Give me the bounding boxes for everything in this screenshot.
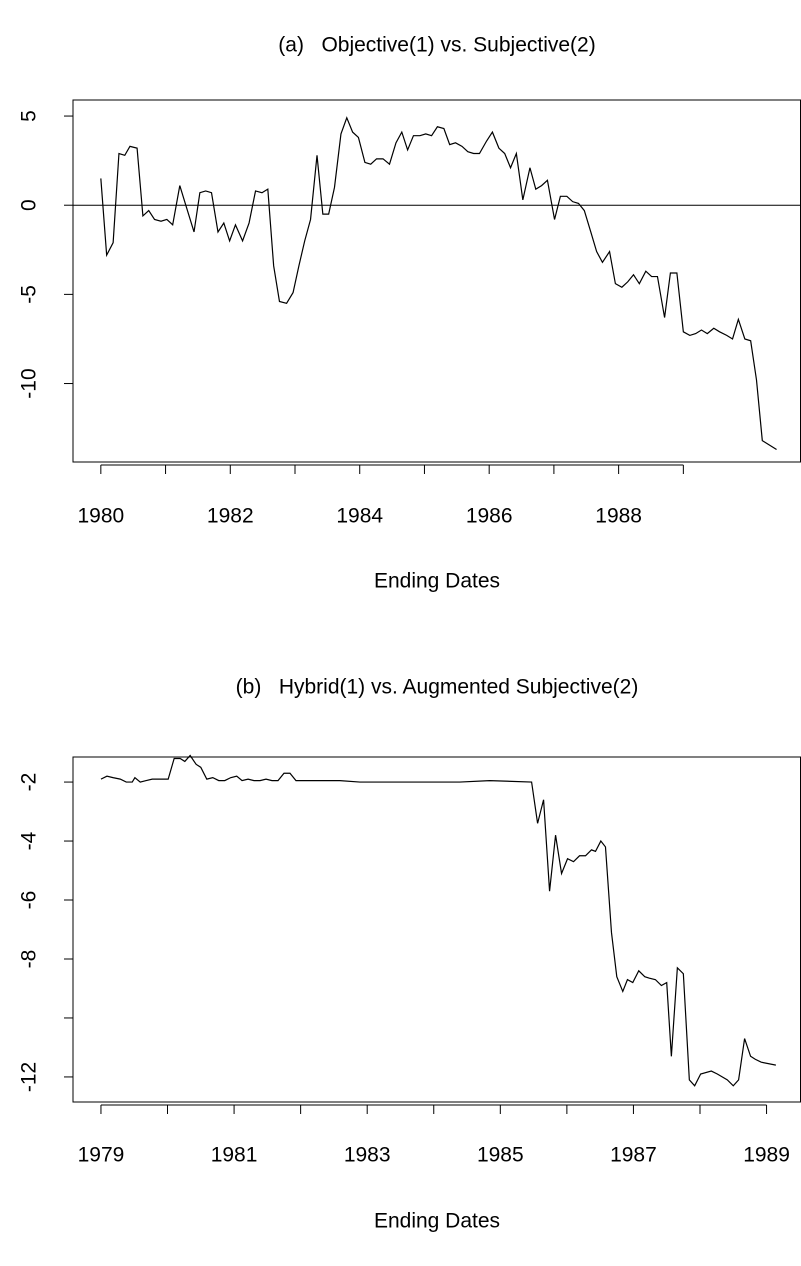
x-tick-label: 1979 [78, 1144, 125, 1167]
x-tick-label: 1983 [344, 1144, 391, 1167]
y-tick-label: -5 [18, 285, 41, 304]
y-tick-label: -4 [18, 831, 41, 850]
plot-frame [72, 756, 801, 1103]
x-tick-label: 1986 [466, 505, 513, 528]
data-line [100, 116, 777, 451]
plot-frame [72, 99, 801, 463]
chart-title: (a) Objective(1) vs. Subjective(2) [278, 34, 595, 57]
y-tick-label: 5 [18, 110, 41, 122]
x-tick-label: 1980 [77, 505, 124, 528]
y-tick-label: -2 [18, 773, 41, 792]
x-tick-label: 1988 [595, 505, 642, 528]
data-line [100, 754, 776, 1087]
x-axis-label: Ending Dates [374, 570, 500, 593]
x-tick-label: 1982 [207, 505, 254, 528]
x-axis-label: Ending Dates [374, 1210, 500, 1233]
y-tick-label: -12 [18, 1062, 41, 1092]
chart-title: (b) Hybrid(1) vs. Augmented Subjective(2… [236, 676, 639, 699]
x-tick-label: 1985 [477, 1144, 524, 1167]
x-tick-label: 1989 [743, 1144, 790, 1167]
x-tick-label: 1987 [610, 1144, 657, 1167]
x-tick-label: 1981 [211, 1144, 258, 1167]
y-tick-label: -10 [18, 368, 41, 398]
x-tick-label: 1984 [336, 505, 383, 528]
y-tick-label: 0 [18, 199, 41, 211]
y-tick-label: -8 [18, 950, 41, 969]
y-tick-label: -6 [18, 891, 41, 910]
